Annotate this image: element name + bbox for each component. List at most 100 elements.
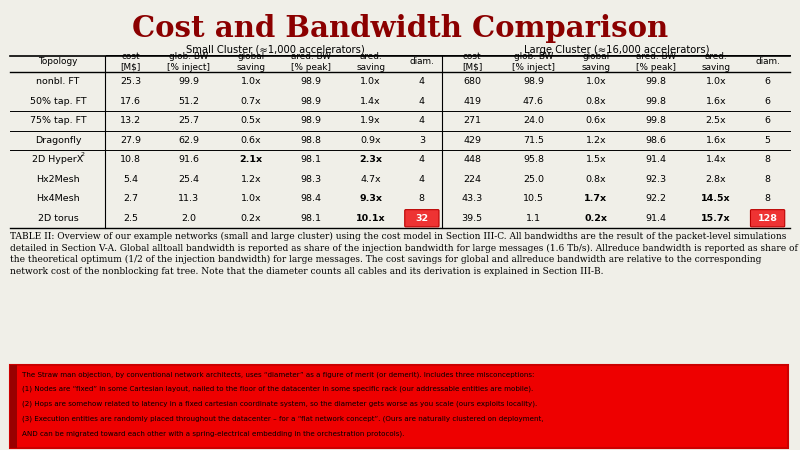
Text: 0.2x: 0.2x <box>241 214 262 223</box>
Text: TABLE II: Overview of our example networks (small and large cluster) using the c: TABLE II: Overview of our example networ… <box>10 232 798 276</box>
Text: 71.5: 71.5 <box>523 136 544 145</box>
Text: 4: 4 <box>419 97 425 106</box>
Text: global
saving: global saving <box>237 52 266 72</box>
Text: 99.8: 99.8 <box>645 116 666 125</box>
Text: 1.6x: 1.6x <box>706 97 726 106</box>
Text: 91.4: 91.4 <box>645 214 666 223</box>
FancyBboxPatch shape <box>750 210 785 227</box>
Text: 2.1x: 2.1x <box>239 155 262 164</box>
Text: 4: 4 <box>419 77 425 86</box>
Text: 98.3: 98.3 <box>300 175 322 184</box>
Text: 1.0x: 1.0x <box>241 77 262 86</box>
Text: 0.6x: 0.6x <box>586 116 606 125</box>
Text: 25.3: 25.3 <box>120 77 141 86</box>
FancyBboxPatch shape <box>405 210 439 227</box>
Text: 98.6: 98.6 <box>645 136 666 145</box>
Text: 17.6: 17.6 <box>120 97 141 106</box>
Text: 10.5: 10.5 <box>523 194 544 203</box>
Text: ared. BW
[% peak]: ared. BW [% peak] <box>291 52 331 72</box>
Text: 92.3: 92.3 <box>645 175 666 184</box>
Text: 5: 5 <box>765 136 770 145</box>
Text: 15.7x: 15.7x <box>701 214 730 223</box>
Text: 2.3x: 2.3x <box>359 155 382 164</box>
Text: 2: 2 <box>80 152 84 157</box>
Text: 1.5x: 1.5x <box>586 155 606 164</box>
Text: AND can be migrated toward each other with a spring-electrical embedding in the : AND can be migrated toward each other wi… <box>22 430 404 437</box>
Text: 95.8: 95.8 <box>523 155 544 164</box>
Text: 99.8: 99.8 <box>645 97 666 106</box>
Text: 9.3x: 9.3x <box>359 194 382 203</box>
Text: 8: 8 <box>765 175 770 184</box>
Text: (1) Nodes are “fixed” in some Cartesian layout, nailed to the floor of the datac: (1) Nodes are “fixed” in some Cartesian … <box>22 386 534 392</box>
Text: 1.7x: 1.7x <box>584 194 607 203</box>
Text: Cost and Bandwidth Comparison: Cost and Bandwidth Comparison <box>132 14 668 43</box>
Text: 91.6: 91.6 <box>178 155 199 164</box>
Text: 91.4: 91.4 <box>645 155 666 164</box>
Text: 0.9x: 0.9x <box>360 136 381 145</box>
Text: cost
[M$]: cost [M$] <box>462 52 482 72</box>
Text: 11.3: 11.3 <box>178 194 199 203</box>
Text: 419: 419 <box>463 97 481 106</box>
Text: (3) Execution entities are randomly placed throughout the datacenter – for a “fl: (3) Execution entities are randomly plac… <box>22 415 543 422</box>
Text: 4: 4 <box>419 116 425 125</box>
Text: 13.2: 13.2 <box>120 116 141 125</box>
Text: glob. BW
[% inject]: glob. BW [% inject] <box>512 52 555 72</box>
Text: ared.
saving: ared. saving <box>702 52 730 72</box>
Text: 25.0: 25.0 <box>523 175 544 184</box>
Text: 0.7x: 0.7x <box>241 97 262 106</box>
Text: 4: 4 <box>419 155 425 164</box>
Text: 75% tap. FT: 75% tap. FT <box>30 116 86 125</box>
Text: 1.1: 1.1 <box>526 214 541 223</box>
Text: 8: 8 <box>765 155 770 164</box>
Text: 1.4x: 1.4x <box>360 97 381 106</box>
Text: 98.9: 98.9 <box>523 77 544 86</box>
Text: 6: 6 <box>765 116 770 125</box>
Text: 3: 3 <box>419 136 425 145</box>
Text: 10.1x: 10.1x <box>356 214 386 223</box>
Text: Large Cluster (≈16,000 accelerators): Large Cluster (≈16,000 accelerators) <box>524 45 710 55</box>
Text: 448: 448 <box>463 155 481 164</box>
Text: (2) Hops are somehow related to latency in a fixed cartesian coordinate system, : (2) Hops are somehow related to latency … <box>22 400 538 407</box>
Text: Small Cluster (≈1,000 accelerators): Small Cluster (≈1,000 accelerators) <box>186 45 365 55</box>
Text: 27.9: 27.9 <box>120 136 141 145</box>
Text: diam.: diam. <box>755 58 780 67</box>
Text: 92.2: 92.2 <box>645 194 666 203</box>
Text: 47.6: 47.6 <box>523 97 544 106</box>
Text: 8: 8 <box>419 194 425 203</box>
Text: 2.0: 2.0 <box>182 214 196 223</box>
Text: 50% tap. FT: 50% tap. FT <box>30 97 86 106</box>
Text: 62.9: 62.9 <box>178 136 199 145</box>
Text: 32: 32 <box>415 214 429 223</box>
Text: 10.8: 10.8 <box>120 155 141 164</box>
Text: 0.6x: 0.6x <box>241 136 262 145</box>
FancyBboxPatch shape <box>10 365 788 448</box>
Text: 43.3: 43.3 <box>462 194 482 203</box>
Text: ared. BW
[% peak]: ared. BW [% peak] <box>635 52 675 72</box>
Text: 4.7x: 4.7x <box>360 175 381 184</box>
Text: 24.0: 24.0 <box>523 116 544 125</box>
Text: 2.5x: 2.5x <box>706 116 726 125</box>
Text: 1.4x: 1.4x <box>706 155 726 164</box>
Text: diam.: diam. <box>410 58 434 67</box>
Text: 99.8: 99.8 <box>645 77 666 86</box>
Text: Hx2Mesh: Hx2Mesh <box>36 175 80 184</box>
Text: 2D torus: 2D torus <box>38 214 78 223</box>
Text: 99.9: 99.9 <box>178 77 199 86</box>
Text: 680: 680 <box>463 77 481 86</box>
Text: 1.0x: 1.0x <box>360 77 381 86</box>
Text: 98.9: 98.9 <box>301 97 322 106</box>
Text: 0.8x: 0.8x <box>586 97 606 106</box>
Text: 0.2x: 0.2x <box>584 214 607 223</box>
Text: cost
[M$]: cost [M$] <box>120 52 141 72</box>
Text: 2D HyperX: 2D HyperX <box>32 155 84 164</box>
Text: 25.4: 25.4 <box>178 175 199 184</box>
FancyBboxPatch shape <box>10 365 17 448</box>
Text: 14.5x: 14.5x <box>701 194 730 203</box>
Text: 8: 8 <box>765 194 770 203</box>
Text: 2.8x: 2.8x <box>706 175 726 184</box>
Text: 1.6x: 1.6x <box>706 136 726 145</box>
Text: 224: 224 <box>463 175 481 184</box>
Text: 0.5x: 0.5x <box>241 116 262 125</box>
Text: global
saving: global saving <box>582 52 610 72</box>
Text: 1.0x: 1.0x <box>706 77 726 86</box>
